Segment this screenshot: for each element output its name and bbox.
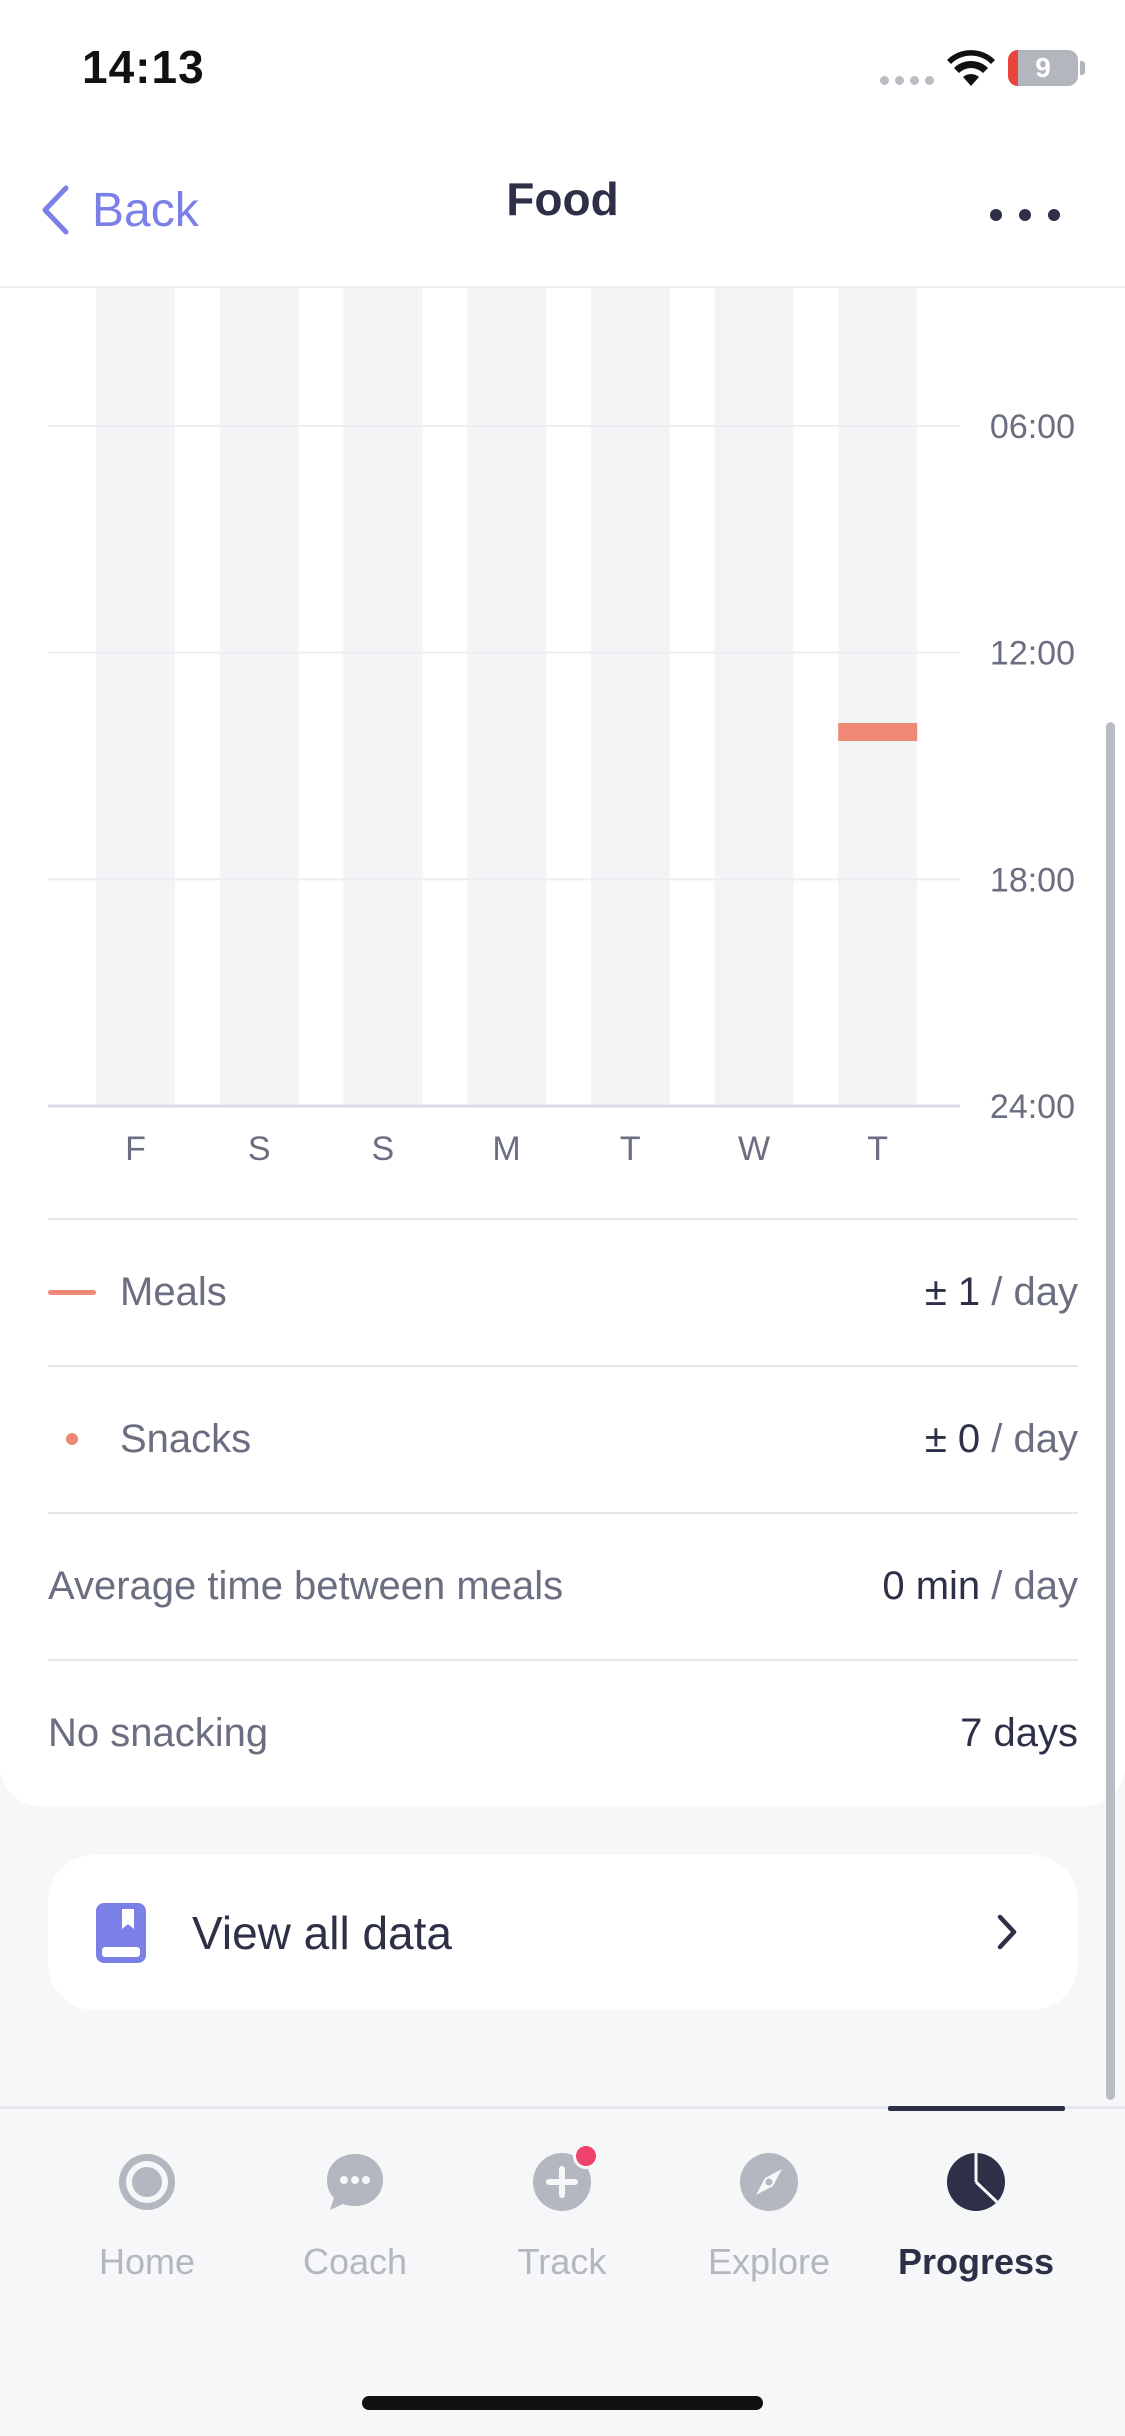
cellular-signal-icon bbox=[880, 76, 934, 85]
y-tick-label: 24:00 bbox=[990, 1088, 1075, 1126]
battery-icon: 9 bbox=[1008, 50, 1078, 86]
x-tick-label: W bbox=[738, 1130, 770, 1168]
day-column bbox=[219, 288, 299, 1106]
day-column bbox=[590, 288, 670, 1106]
day-column bbox=[838, 288, 918, 1106]
tab-track[interactable]: Track bbox=[462, 2143, 662, 2311]
tab-explore[interactable]: Explore bbox=[669, 2151, 869, 2311]
book-icon bbox=[96, 1902, 146, 1963]
tab-home[interactable]: Home bbox=[47, 2151, 247, 2311]
snacks-row: Snacks ± 0 / day bbox=[48, 1365, 1078, 1511]
snacks-value: ± 0 / day bbox=[925, 1417, 1078, 1462]
day-column bbox=[96, 288, 175, 1106]
x-tick-label: S bbox=[372, 1130, 395, 1168]
battery-level: 9 bbox=[1035, 52, 1051, 83]
y-tick-label: 12:00 bbox=[990, 635, 1075, 673]
home-indicator bbox=[362, 2396, 763, 2410]
meal-timing-chart: 06:00 12:00 18:00 24:00 F S S M T W T bbox=[48, 288, 1075, 1168]
average-time-number: 0 min bbox=[882, 1563, 981, 1608]
no-snacking-row: No snacking 7 days bbox=[48, 1659, 1078, 1805]
tab-home-label: Home bbox=[98, 2241, 196, 2282]
chevron-right-icon bbox=[997, 1914, 1017, 1950]
notification-badge bbox=[573, 2143, 599, 2169]
chat-bubble-icon bbox=[327, 2154, 383, 2210]
average-time-value: 0 min / day bbox=[882, 1564, 1078, 1609]
x-tick-label: S bbox=[248, 1130, 271, 1168]
nav-bar: Back Food bbox=[0, 140, 1125, 288]
snacks-legend-dot bbox=[66, 1433, 78, 1445]
tab-coach-label: Coach bbox=[302, 2241, 408, 2282]
x-tick-label: M bbox=[492, 1130, 520, 1168]
meal-mark bbox=[838, 723, 918, 741]
no-snacking-label: No snacking bbox=[48, 1710, 269, 1755]
x-tick-label: F bbox=[125, 1130, 146, 1168]
tab-coach[interactable]: Coach bbox=[255, 2151, 455, 2311]
meals-legend-line bbox=[48, 1289, 96, 1295]
more-options-icon[interactable] bbox=[990, 190, 1060, 240]
tab-track-label: Track bbox=[517, 2241, 607, 2282]
meals-row: Meals ± 1 / day bbox=[48, 1218, 1078, 1364]
tab-progress-label: Progress bbox=[897, 2241, 1055, 2282]
status-bar: 14:13 9 bbox=[0, 0, 1125, 140]
view-all-data-button[interactable]: View all data bbox=[48, 1855, 1078, 2010]
snacks-value-number: ± 0 bbox=[924, 1416, 981, 1461]
x-tick-label: T bbox=[620, 1130, 641, 1168]
day-column bbox=[343, 288, 423, 1106]
chevron-left-icon bbox=[42, 185, 69, 235]
meals-value-number: ± 1 bbox=[924, 1269, 981, 1314]
average-time-unit: / day bbox=[991, 1563, 1078, 1608]
scrollbar[interactable] bbox=[1106, 722, 1115, 2100]
back-label: Back bbox=[92, 183, 199, 237]
tab-bar: Home Coach Track Explore bbox=[0, 2106, 1125, 2436]
active-tab-indicator bbox=[888, 2106, 1065, 2111]
snacks-value-unit: / day bbox=[991, 1416, 1078, 1461]
pie-chart-icon bbox=[947, 2153, 1005, 2211]
back-button[interactable]: Back bbox=[40, 170, 199, 250]
tab-progress[interactable]: Progress bbox=[876, 2151, 1076, 2311]
compass-icon bbox=[740, 2153, 798, 2211]
battery-tip bbox=[1080, 61, 1085, 75]
average-time-label: Average time between meals bbox=[48, 1563, 564, 1608]
meals-label: Meals bbox=[120, 1269, 227, 1314]
view-all-data-label: View all data bbox=[192, 1906, 452, 1959]
day-column bbox=[467, 288, 547, 1106]
no-snacking-value: 7 days bbox=[960, 1710, 1078, 1755]
y-tick-label: 06:00 bbox=[990, 408, 1075, 446]
x-tick-label: T bbox=[867, 1130, 888, 1168]
plus-circle-icon bbox=[531, 2143, 599, 2213]
day-column bbox=[714, 288, 794, 1106]
average-time-row: Average time between meals 0 min / day bbox=[48, 1512, 1078, 1658]
meals-value: ± 1 / day bbox=[925, 1270, 1078, 1315]
status-time: 14:13 bbox=[82, 41, 205, 93]
snacks-label: Snacks bbox=[120, 1416, 252, 1461]
wifi-icon bbox=[947, 50, 995, 86]
y-tick-label: 18:00 bbox=[990, 861, 1075, 899]
food-summary-card: 06:00 12:00 18:00 24:00 F S S M T W T Meals ± 1 / … bbox=[0, 288, 1125, 1806]
meals-value-unit: / day bbox=[991, 1269, 1078, 1314]
tab-explore-label: Explore bbox=[707, 2241, 831, 2282]
home-icon bbox=[119, 2154, 175, 2210]
